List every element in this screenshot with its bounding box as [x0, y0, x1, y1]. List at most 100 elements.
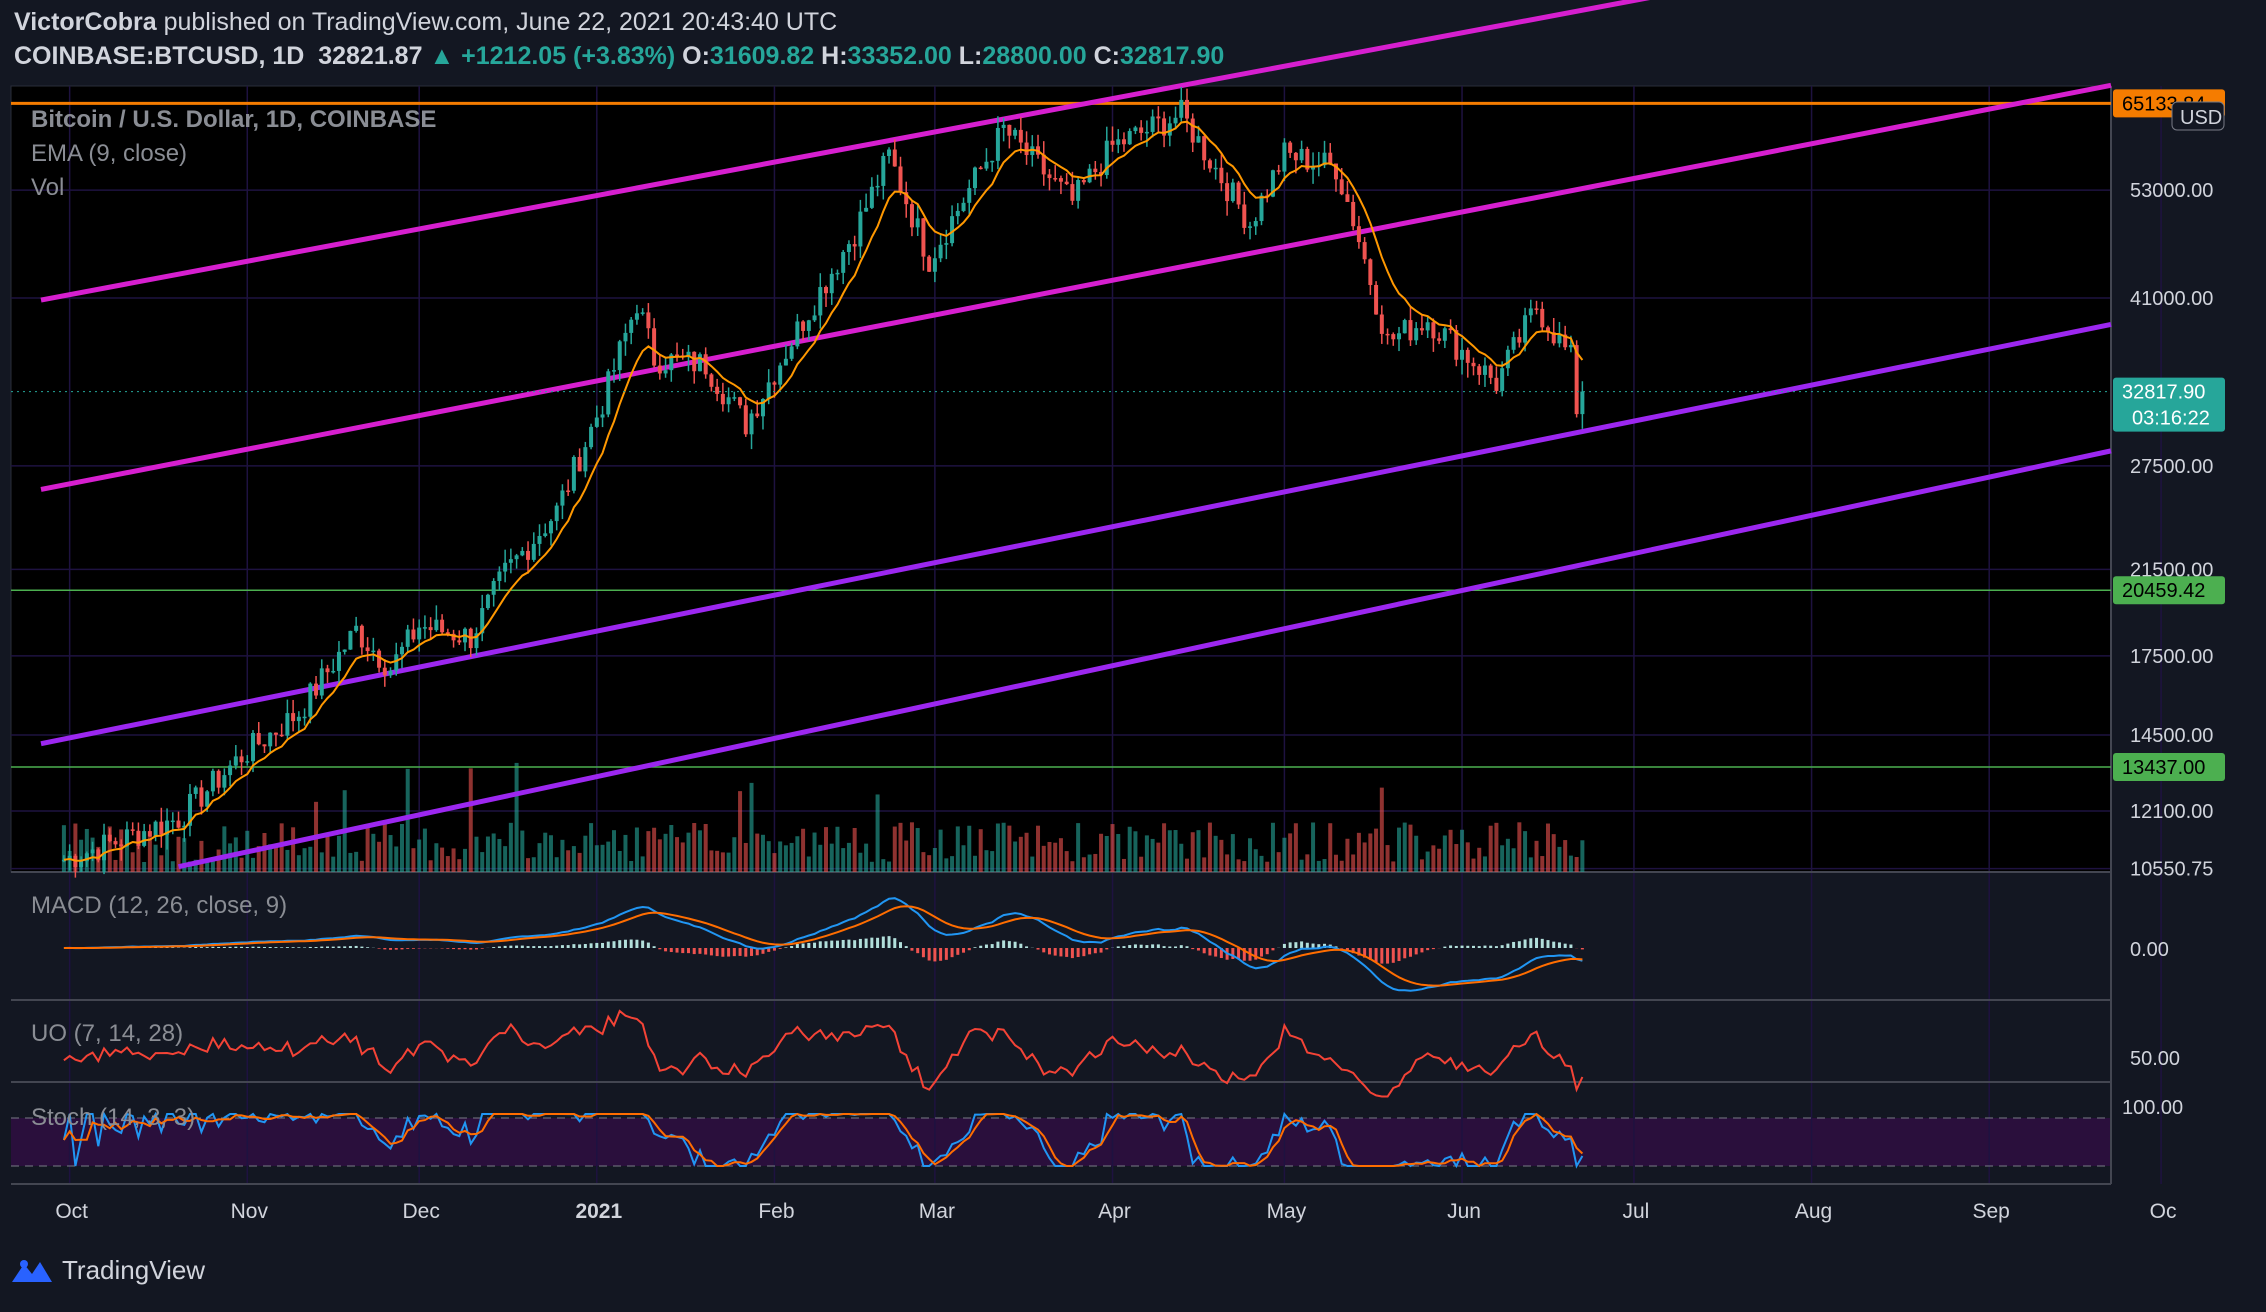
- candle-body: [571, 456, 576, 491]
- volume-bar: [1139, 856, 1144, 872]
- candle-body: [434, 619, 439, 631]
- uo-legend[interactable]: UO (7, 14, 28): [31, 1020, 184, 1047]
- volume-bar: [291, 827, 296, 872]
- macd-histogram-bar: [354, 945, 358, 948]
- volume-bar: [543, 832, 548, 872]
- candles: [61, 87, 1585, 878]
- macd-histogram-bar: [526, 946, 530, 948]
- macd-histogram-bar: [1237, 948, 1241, 960]
- candle-body: [147, 831, 152, 837]
- macd-histogram-bar: [303, 947, 307, 948]
- candle-body: [1242, 204, 1247, 228]
- candle-body: [1482, 365, 1487, 375]
- volume-bar: [1070, 861, 1075, 872]
- macd-histogram-bar: [199, 947, 203, 948]
- macd-histogram-bar: [240, 946, 244, 948]
- trend-channel[interactable]: [40, 0, 2112, 870]
- candle-body: [594, 417, 599, 427]
- volume-bar: [1248, 838, 1253, 872]
- channel-line: [177, 448, 2112, 870]
- macd-histogram-bar: [1311, 943, 1315, 948]
- macd-histogram-bar: [899, 942, 902, 948]
- macd-histogram-bar: [1403, 948, 1407, 959]
- macd-histogram-bar: [331, 946, 335, 948]
- macd-histogram-bar: [492, 947, 496, 948]
- uo-fifty-tick: 50.00: [2130, 1048, 2180, 1070]
- vol-legend[interactable]: Vol: [31, 174, 65, 201]
- macd-histogram-bar: [1007, 941, 1011, 948]
- candle-body: [205, 791, 210, 807]
- macd-histogram-bar: [1517, 941, 1521, 948]
- volume-bar: [526, 858, 531, 872]
- candle-body: [1345, 194, 1350, 202]
- candle-body: [818, 287, 823, 316]
- stoch-band: [11, 1118, 2111, 1166]
- macd-histogram-bar: [452, 948, 456, 950]
- volume-bar: [795, 836, 800, 872]
- price-change: ▲ +1212.05 (+3.83%): [429, 42, 676, 70]
- candle-body: [806, 320, 811, 331]
- volume-bar: [1397, 827, 1402, 872]
- macd-histogram-bar: [406, 948, 410, 949]
- macd-histogram-bar: [646, 942, 650, 948]
- candle-body: [772, 382, 777, 385]
- macd-histogram-bar: [1368, 948, 1372, 960]
- volume-bar: [1351, 854, 1356, 872]
- candle-body: [102, 834, 107, 861]
- volume-bar: [1557, 846, 1562, 872]
- macd-histogram-bar: [910, 948, 914, 951]
- macd-histogram-bar: [1105, 948, 1109, 950]
- currency-button[interactable]: [2171, 101, 2225, 131]
- candle-body: [904, 192, 909, 205]
- macd-histogram-bar: [1082, 948, 1086, 957]
- volume-bar: [537, 843, 542, 872]
- macd-histogram-bar: [744, 948, 748, 957]
- volume-bar: [1391, 861, 1396, 872]
- stoch-legend[interactable]: Stoch (14, 3, 3): [31, 1104, 196, 1131]
- volume-bar: [680, 842, 685, 872]
- macd-legend[interactable]: MACD (12, 26, close, 9): [31, 892, 288, 919]
- volume-bar: [1523, 831, 1528, 872]
- macd-histogram-bar: [1546, 940, 1550, 948]
- candle-body: [1488, 365, 1493, 378]
- main-legend-title[interactable]: Bitcoin / U.S. Dollar, 1D, COINBASE: [31, 106, 437, 133]
- macd-histogram-bar: [1036, 948, 1040, 950]
- volume-bar: [273, 844, 278, 872]
- macd-histogram-bar: [245, 946, 249, 948]
- ema-legend[interactable]: EMA (9, close): [31, 140, 188, 167]
- volume-bar: [995, 823, 1000, 872]
- macd-histogram-bar: [767, 948, 771, 952]
- candle-body: [1425, 322, 1430, 331]
- macd-histogram-bar: [996, 941, 1000, 948]
- volume-bar: [1018, 836, 1023, 872]
- volume-bar: [394, 846, 399, 872]
- volume-bar: [1494, 822, 1499, 872]
- volume-bar: [600, 844, 605, 872]
- candle-body: [1414, 328, 1419, 341]
- open-label: O:: [682, 42, 710, 70]
- tradingview-brand[interactable]: TradingView: [10, 1255, 205, 1286]
- macd-histogram-bar: [188, 947, 192, 948]
- candle-body: [84, 853, 89, 862]
- macd-histogram-bar: [1191, 948, 1195, 950]
- candle-body: [233, 756, 238, 766]
- macd-histogram-bar: [1472, 945, 1475, 948]
- candle-body: [1219, 167, 1224, 184]
- candle-body: [829, 273, 834, 294]
- publish-info: VictorCobra published on TradingView.com…: [14, 8, 837, 37]
- macd-histogram-bar: [973, 947, 977, 948]
- macd-histogram-bar: [1351, 948, 1355, 954]
- horizontal-levels[interactable]: [11, 101, 2111, 768]
- candle-body: [1442, 328, 1447, 341]
- volume-bar: [766, 841, 771, 872]
- macd-histogram-bar: [1500, 945, 1504, 948]
- volume-bar: [594, 845, 599, 872]
- volume-bar: [1282, 837, 1287, 872]
- volume-bar: [1528, 857, 1533, 872]
- volume-bar: [497, 838, 502, 872]
- volume-bar: [480, 852, 485, 872]
- main-pane[interactable]: [10, 85, 2112, 873]
- candle-body: [1465, 349, 1470, 363]
- candle-body: [617, 341, 622, 371]
